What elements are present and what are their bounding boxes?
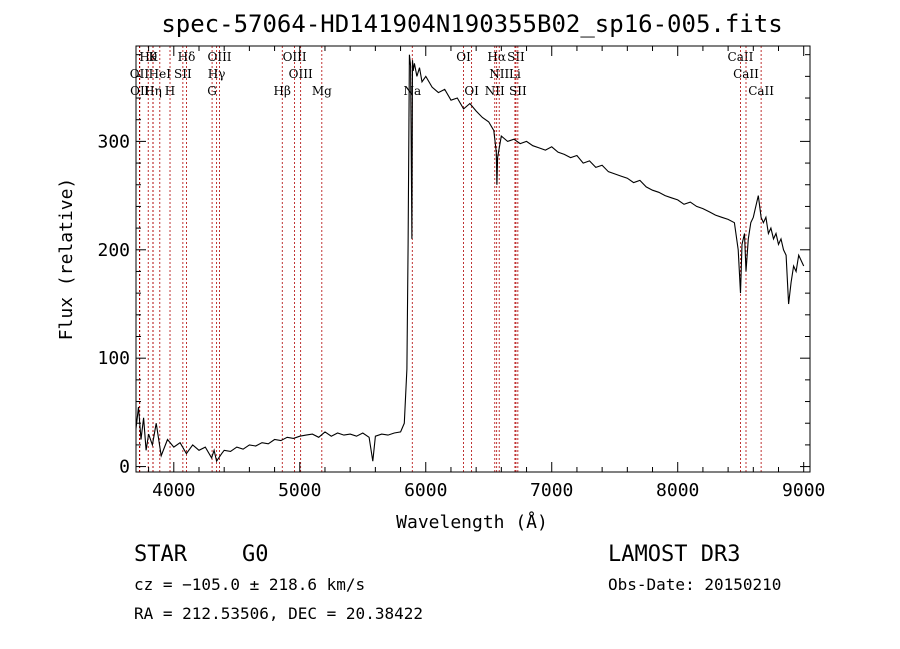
line-mark-label: CaII: [733, 67, 759, 81]
x-tick-label: 9000: [782, 480, 825, 501]
plot-frame: [135, 45, 811, 473]
line-mark-label: CaII: [748, 84, 774, 98]
observation-date: Obs-Date: 20150210: [608, 575, 781, 594]
line-mark-label: Hγ: [208, 67, 226, 81]
y-tick-label: 200: [97, 240, 130, 261]
chart-title: spec-57064-HD141904N190355B02_sp16-005.f…: [161, 10, 782, 38]
spectrum-series-line: [135, 54, 805, 463]
x-tick-label: 6000: [404, 480, 447, 501]
x-axis-label: Wavelength (Å): [396, 511, 548, 533]
object-subclass: G0: [242, 542, 269, 567]
survey-name: LAMOST DR3: [608, 542, 740, 567]
y-axis-ticks: 0 100 200 300: [97, 54, 810, 478]
y-tick-label: 100: [97, 348, 130, 369]
line-mark-label: HeI: [149, 67, 172, 81]
redshift-cz: cz = −105.0 ± 218.6 km/s: [134, 575, 365, 594]
line-mark-label: Li: [509, 67, 521, 81]
ra-dec-coordinates: RA = 212.53506, DEC = 20.38422: [134, 604, 423, 623]
line-mark-label: CaII: [728, 50, 754, 64]
y-tick-label: 0: [119, 457, 130, 478]
line-mark-label: OI: [456, 50, 471, 64]
line-mark-label: NII: [489, 67, 509, 81]
line-mark-label: Hδ: [178, 50, 196, 64]
x-tick-label: 4000: [152, 480, 195, 501]
line-mark-label: OI: [464, 84, 479, 98]
line-mark-label: OIII: [207, 50, 231, 64]
line-mark-label: OII: [130, 84, 150, 98]
x-axis-ticks: 4000 5000 6000 7000 8000 9000: [148, 46, 825, 501]
line-mark-label: OIII: [289, 67, 313, 81]
line-mark-label: SII: [507, 50, 525, 64]
y-axis-label: Flux (relative): [56, 178, 77, 341]
x-tick-label: 5000: [278, 480, 321, 501]
line-mark-label: K: [149, 50, 159, 64]
y-tick-label: 300: [97, 131, 130, 152]
object-class: STAR: [134, 542, 188, 567]
line-mark-label: Hβ: [274, 84, 291, 98]
line-mark-label: Hθ: [139, 50, 157, 64]
line-mark-label: SII: [174, 67, 192, 81]
line-mark-label: G: [207, 84, 217, 98]
line-mark-label: Hα: [487, 50, 506, 64]
line-mark-label: Hη: [144, 84, 162, 98]
line-mark-label: H: [165, 84, 175, 98]
x-tick-label: 8000: [656, 480, 699, 501]
line-mark-label: OIII: [283, 50, 307, 64]
x-tick-label: 7000: [530, 480, 573, 501]
line-mark-label: SII: [509, 84, 527, 98]
line-mark-label: Mg: [312, 84, 332, 98]
line-mark-label: NII: [485, 84, 505, 98]
